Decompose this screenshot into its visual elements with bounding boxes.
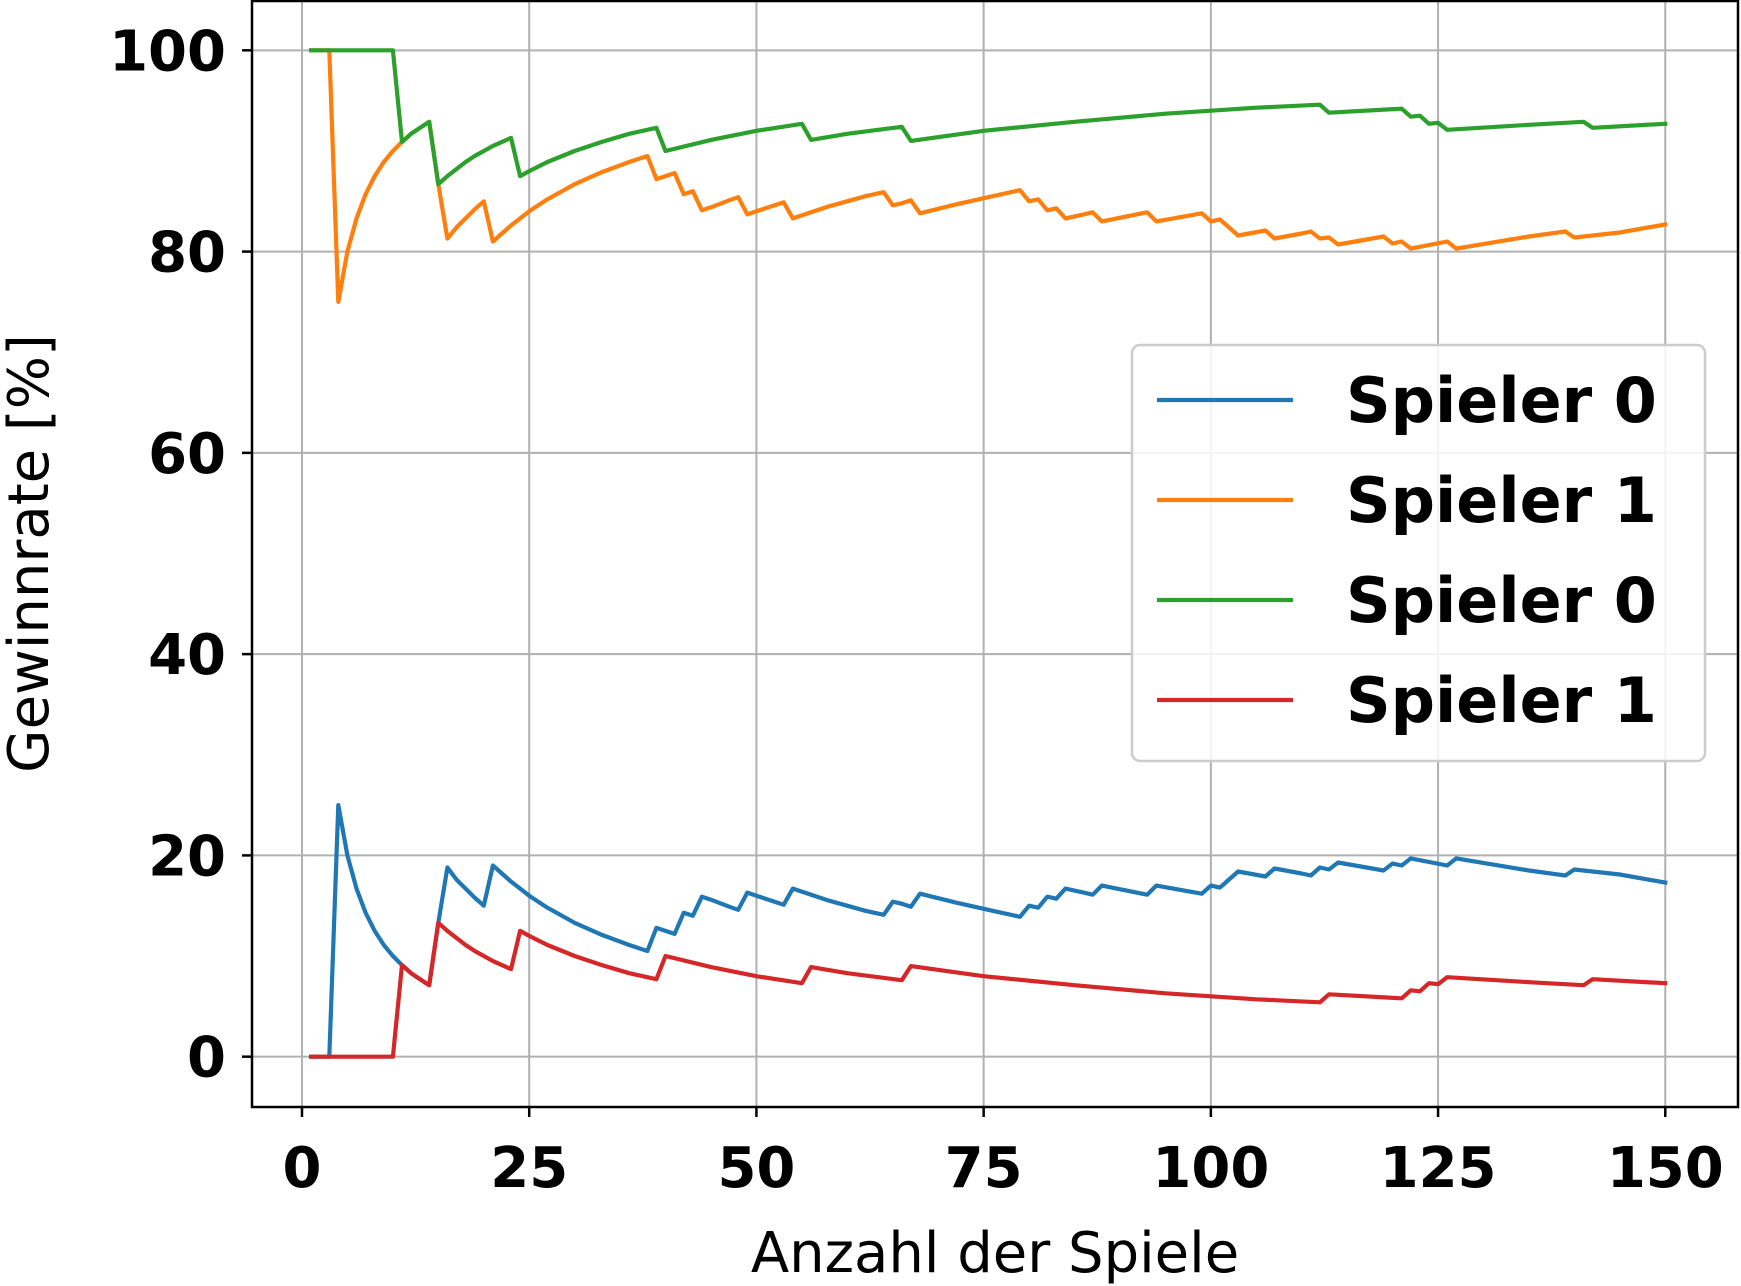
legend-entry: Spieler 0 [1157,364,1657,437]
legend-label: Spieler 1 [1346,464,1657,537]
x-tick-label: 0 [283,1136,322,1201]
y-axis-label: Gewinnrate [%] [0,334,62,773]
legend-entry: Spieler 1 [1157,664,1657,737]
y-tick-label: 0 [187,1026,226,1091]
legend-entry: Spieler 0 [1157,564,1657,637]
legend-label: Spieler 0 [1346,564,1657,637]
x-tick-label: 25 [490,1136,568,1201]
legend-label: Spieler 1 [1346,664,1657,737]
series-line-0 [309,803,1668,1059]
legend: Spieler 0 Spieler 1 Spieler 0 Spieler 1 [1130,343,1707,763]
legend-entry: Spieler 1 [1157,464,1657,537]
x-tick-label: 100 [1152,1136,1269,1201]
x-tick-label: 125 [1380,1136,1497,1201]
y-tick-label: 20 [148,824,226,889]
x-axis-label: Anzahl der Spiele [751,1221,1239,1286]
series-lines [309,48,1668,1059]
plot-frame [250,0,1740,1109]
y-tick-label: 80 [148,221,226,286]
series-line-2 [309,48,1668,187]
axis-ticks: 0 25 50 75 100 125 150 0 20 40 60 80 100 [109,19,1724,1201]
legend-box [1130,343,1707,763]
x-tick-label: 150 [1607,1136,1724,1201]
y-tick-label: 60 [148,422,226,487]
y-tick-label: 100 [109,19,226,84]
series-line-3 [309,920,1668,1059]
x-tick-label: 50 [717,1136,795,1201]
y-tick-label: 40 [148,623,226,688]
x-tick-label: 75 [945,1136,1023,1201]
series-line-1 [309,48,1668,304]
legend-label: Spieler 0 [1346,364,1657,437]
